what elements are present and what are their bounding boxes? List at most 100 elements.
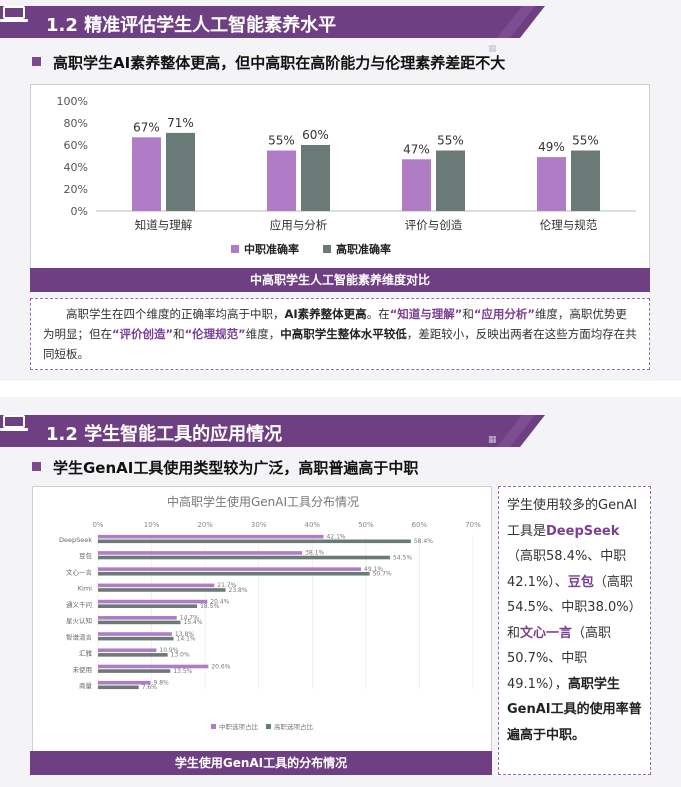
data-label: 10.9%: [159, 647, 178, 654]
data-label: 15.4%: [184, 619, 203, 626]
laptop-icon: [0, 6, 28, 22]
bar: [98, 588, 226, 592]
bar: [98, 685, 139, 690]
data-label: 54.5%: [393, 554, 412, 561]
y-tick-label: Kimi: [78, 585, 92, 593]
bar: [98, 567, 362, 571]
data-label: 67%: [133, 120, 160, 134]
side-highlight: DeepSeek: [546, 523, 620, 539]
data-label: 18.5%: [200, 603, 219, 610]
side-highlight: 文心一言: [520, 625, 573, 641]
x-tick-label: 60%: [412, 521, 428, 529]
para-highlight: “知道与理解”: [389, 307, 463, 321]
para-highlight: “评价创造”: [112, 327, 174, 341]
bar: [98, 555, 390, 560]
section-1-header: 1.2 精准评估学生人工智能素养水平: [0, 6, 545, 38]
bullet-square-icon: [32, 57, 41, 66]
data-label: 60%: [302, 128, 329, 142]
section-2-panel: 1.2 学生智能工具的应用情况 ▦ 学生GenAI工具使用类型较为广泛，高职普遍…: [0, 397, 681, 787]
data-label: 50.7%: [373, 571, 392, 578]
x-tick-label: 0%: [92, 521, 103, 529]
x-tick-label: 30%: [251, 521, 267, 529]
data-label: 71%: [167, 116, 194, 130]
y-tick-label: 通义千问: [66, 600, 92, 609]
bar: [98, 636, 174, 641]
bar: [98, 604, 198, 608]
bar: [98, 680, 151, 685]
watermark-logo: ▦: [488, 44, 497, 54]
bar: [98, 664, 209, 669]
y-tick-label: 0%: [71, 205, 88, 218]
para-text: 和: [462, 307, 474, 321]
bullet-square-icon: [32, 462, 41, 471]
bar: [98, 632, 172, 636]
data-label: 14.7%: [180, 615, 199, 622]
bar: [98, 571, 370, 576]
y-tick-label: 星火认知: [66, 616, 92, 625]
x-tick-label: 伦理与规范: [540, 218, 598, 232]
data-label: 58.4%: [414, 538, 433, 545]
data-label: 47%: [403, 142, 430, 156]
para-highlight: “应用分析”: [473, 307, 535, 321]
x-tick-label: 70%: [465, 521, 481, 529]
para-text: 。在: [366, 307, 390, 321]
bar: [98, 534, 324, 539]
bar: [166, 132, 195, 211]
data-label: 55%: [268, 134, 295, 148]
chart-1-box: 0% 20% 40% 60% 80% 100% 知道与理解 67% 71% 应用与分析 55% 60%…: [30, 84, 650, 292]
bar: [132, 137, 161, 211]
legend-label: 中职选项占比: [219, 722, 259, 731]
section-2-description: 学生使用较多的GenAI工具是DeepSeek （高职58.4%、中职42.1%）…: [507, 493, 642, 748]
data-label: 55%: [437, 134, 464, 148]
legend-label: 中职准确率: [244, 242, 299, 256]
bar: [436, 150, 465, 211]
data-label: 9.8%: [154, 680, 170, 687]
section-2-description-box: 学生使用较多的GenAI工具是DeepSeek （高职58.4%、中职42.1%）…: [498, 486, 651, 775]
data-label: 13.0%: [171, 652, 190, 659]
header-banner: [0, 6, 545, 38]
y-tick-label: DeepSeek: [59, 536, 92, 544]
section-2-header: 1.2 学生智能工具的应用情况: [0, 415, 545, 447]
side-text: 学生使用较多的GenAI工具是: [507, 498, 638, 539]
data-label: 7.6%: [142, 684, 158, 691]
side-text: （高职54.5%、中职38.0%）和: [507, 574, 642, 641]
legend-swatch: [323, 245, 331, 253]
chart-2-box: 中高职学生使用GenAI工具分布情况 0% 10% 20% 30% 40% 50% 60% 70…: [32, 486, 492, 754]
bar: [267, 150, 296, 211]
section-1-description-box: 高职学生在四个维度的正确率均高于中职，AI素养整体更高。在“知道与理解”和“应用…: [30, 298, 650, 370]
legend-swatch: [266, 724, 271, 729]
y-tick-label: 80%: [64, 117, 88, 130]
data-label: 42.1%: [327, 534, 346, 541]
data-label: 38.1%: [305, 550, 324, 557]
x-tick-label: 20%: [197, 521, 213, 529]
data-label: 55%: [572, 134, 599, 148]
bar: [537, 157, 566, 211]
data-label: 23.8%: [229, 587, 248, 594]
data-label: 20.6%: [211, 663, 230, 670]
legend-swatch: [231, 245, 239, 253]
side-highlight: 豆包: [567, 574, 594, 590]
data-label: 21.7%: [217, 582, 236, 589]
para-text: 高职学生在四个维度的正确率均高于中职，: [66, 307, 285, 321]
side-text: （高职50.7%、中职49.1%），: [507, 625, 612, 692]
y-tick-label: 40%: [64, 161, 88, 174]
x-tick-label: 应用与分析: [270, 218, 328, 232]
y-tick-label: 未使用: [73, 665, 93, 674]
x-tick-label: 10%: [144, 521, 160, 529]
section-2-title: 1.2 学生智能工具的应用情况: [46, 424, 283, 445]
side-text: （高职58.4%、中职42.1%）、: [507, 549, 627, 590]
y-tick-label: 豆包: [79, 551, 93, 560]
legend-swatch: [211, 724, 216, 729]
y-tick-label: 20%: [64, 183, 88, 196]
section-1-panel: 1.2 精准评估学生人工智能素养水平 ▦ 高职学生AI素养整体更高，但中高职在高…: [0, 0, 681, 381]
bar: [98, 620, 181, 625]
section-1-description: 高职学生在四个维度的正确率均高于中职，AI素养整体更高。在“知道与理解”和“应用…: [43, 304, 637, 364]
bar: [98, 539, 411, 544]
x-tick-label: 50%: [358, 521, 374, 529]
section-1-subhead: 高职学生AI素养整体更高，但中高职在高阶能力与伦理素养差距不大: [32, 52, 505, 73]
section-1-title: 1.2 精准评估学生人工智能素养水平: [46, 15, 337, 36]
y-tick-label: 智谱清言: [66, 632, 93, 641]
y-tick-label: 文心一言: [66, 567, 93, 576]
bar: [98, 599, 208, 604]
data-label: 13.5%: [173, 668, 192, 675]
